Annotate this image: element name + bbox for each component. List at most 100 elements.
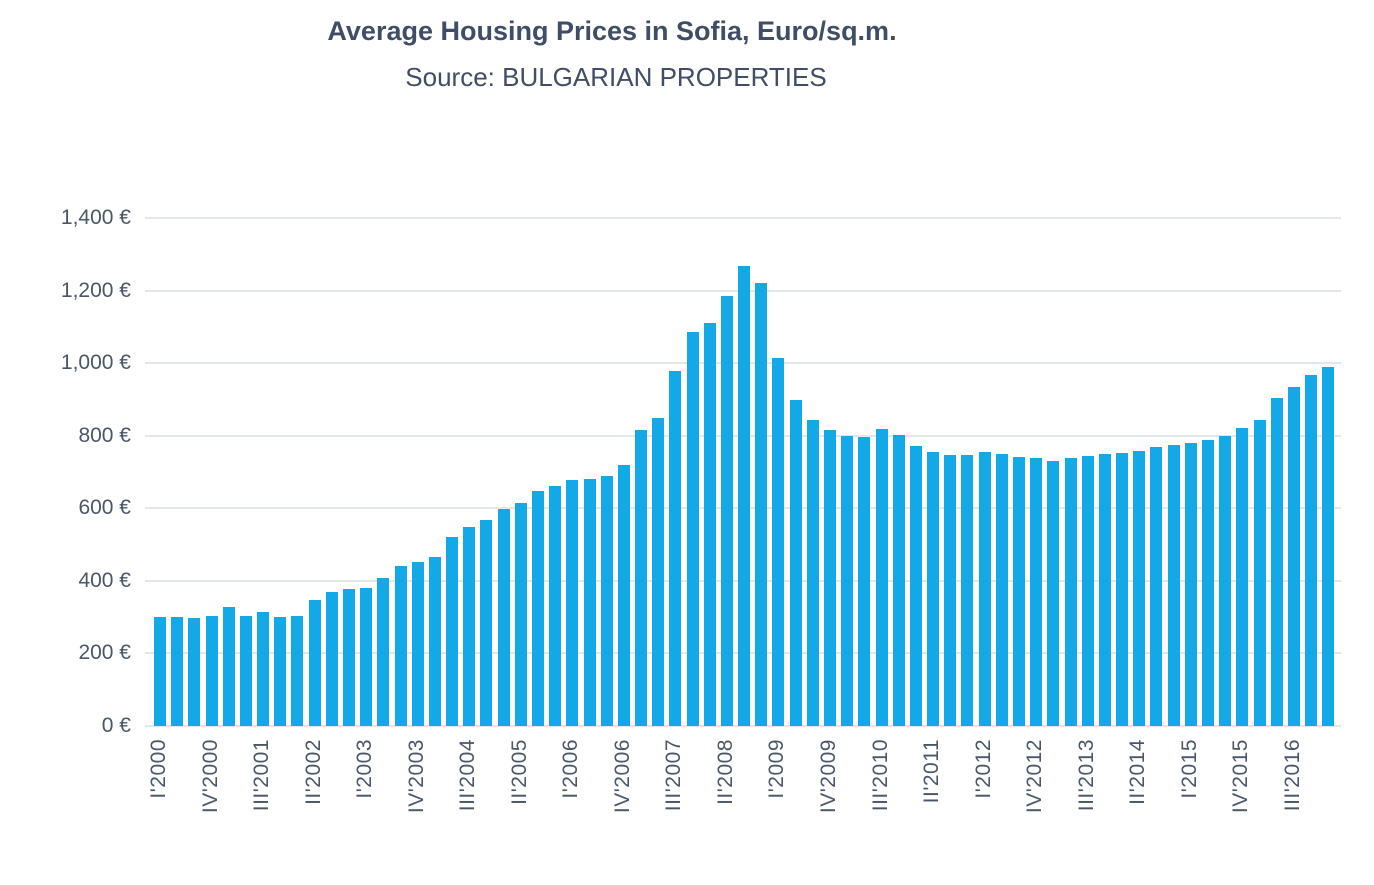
bar-III'2002 <box>325 591 338 726</box>
bar-IV'2014 <box>1167 445 1180 726</box>
bar-II'2004 <box>446 536 459 726</box>
bar-IV'2013 <box>1098 454 1111 726</box>
y-tick-label: 1,200 € <box>60 278 131 302</box>
bar-I'2016 <box>1253 420 1266 726</box>
x-tick-label: III'2007 <box>662 739 686 812</box>
x-tick-label: I'2006 <box>559 739 583 799</box>
bar-IV'2000 <box>205 615 218 726</box>
x-tick-label: II'2002 <box>301 739 325 805</box>
bar-IV'2009 <box>824 429 837 726</box>
bar-II'2009 <box>789 400 802 726</box>
bar-I'2004 <box>428 556 441 726</box>
bar-II'2011 <box>927 451 940 726</box>
bar-I'2012 <box>978 451 991 726</box>
x-tick-label: IV'2006 <box>610 739 634 814</box>
bar-III'2001 <box>257 612 270 726</box>
y-tick-label: 800 € <box>78 423 131 447</box>
bar-III'2015 <box>1219 435 1232 726</box>
bar-III'2016 <box>1287 387 1300 726</box>
bar-III'2007 <box>669 371 682 726</box>
bar-II'2003 <box>377 577 390 726</box>
bar-I'2014 <box>1116 453 1129 726</box>
bar-IV'2008 <box>755 283 768 726</box>
bar-II'2013 <box>1064 457 1077 726</box>
bar-II'2000 <box>171 617 184 726</box>
bar-IV'2004 <box>480 519 493 726</box>
bar-I'2013 <box>1047 460 1060 726</box>
bar-I'2015 <box>1184 442 1197 726</box>
x-tick-label: IV'2012 <box>1023 739 1047 814</box>
x-tick-label: II'2005 <box>507 739 531 805</box>
bar-IV'2006 <box>617 465 630 726</box>
x-tick-label: I'2009 <box>765 739 789 799</box>
bar-III'2014 <box>1150 447 1163 726</box>
bar-I'2002 <box>291 615 304 726</box>
bar-III'2004 <box>463 527 476 726</box>
bar-III'2008 <box>738 266 751 726</box>
bar-IV'2005 <box>549 486 562 726</box>
y-tick-label: 200 € <box>78 641 131 665</box>
x-tick-label: IV'2009 <box>817 739 841 814</box>
bar-IV'2012 <box>1030 457 1043 726</box>
bar-II'2001 <box>239 616 252 726</box>
bar-II'2010 <box>858 436 871 726</box>
bar-II'2005 <box>514 503 527 726</box>
bar-I'2009 <box>772 357 785 726</box>
x-tick-label: I'2015 <box>1177 739 1201 799</box>
x-tick-label: III'2010 <box>868 739 892 812</box>
bar-I'2001 <box>222 607 235 726</box>
x-tick-label: I'2000 <box>147 739 170 799</box>
bar-II'2015 <box>1201 439 1214 726</box>
bar-I'2010 <box>841 435 854 726</box>
y-tick-label: 600 € <box>78 496 131 520</box>
x-tick-label: III'2013 <box>1074 739 1098 812</box>
x-tick-label: III'2016 <box>1280 739 1304 812</box>
bar-III'2003 <box>394 566 407 726</box>
bar-II'2008 <box>720 295 733 726</box>
bar-III'2005 <box>531 491 544 726</box>
bar-IV'2010 <box>892 434 905 726</box>
gridline-0 <box>145 725 1341 727</box>
x-tick-label: III'2001 <box>250 739 274 812</box>
gridline-1400 <box>145 217 1341 219</box>
x-tick-label: II'2011 <box>920 739 944 804</box>
bar-I'2007 <box>635 429 648 726</box>
bar-III'2000 <box>188 617 201 726</box>
bar-II'2016 <box>1270 397 1283 726</box>
bar-II'2002 <box>308 599 321 726</box>
bar-II'2014 <box>1133 450 1146 726</box>
x-tick-label: I'2012 <box>971 739 995 799</box>
bar-I'2006 <box>566 479 579 726</box>
bar-III'2006 <box>600 475 613 726</box>
bar-III'2013 <box>1081 456 1094 726</box>
bar-IV'2001 <box>274 616 287 726</box>
bar-I'2008 <box>703 322 716 726</box>
y-tick-label: 0 € <box>101 714 131 737</box>
bar-II'2006 <box>583 478 596 726</box>
bar-III'2010 <box>875 429 888 726</box>
bar-I'2005 <box>497 508 510 726</box>
bar-IV'2011 <box>961 455 974 726</box>
bar-IV'2007 <box>686 331 699 726</box>
bar-I'2017 <box>1322 367 1335 726</box>
y-tick-label: 1,400 € <box>60 206 131 229</box>
bar-IV'2002 <box>342 589 355 726</box>
bar-I'2003 <box>360 588 373 726</box>
bar-I'2011 <box>909 446 922 726</box>
x-tick-label: II'2014 <box>1126 739 1150 805</box>
bar-III'2009 <box>806 420 819 726</box>
x-tick-label: I'2003 <box>353 739 377 799</box>
x-tick-label: IV'2003 <box>404 739 428 814</box>
x-tick-label: III'2004 <box>456 739 480 812</box>
x-tick-label: IV'2015 <box>1229 739 1253 814</box>
bar-IV'2003 <box>411 561 424 726</box>
y-tick-label: 1,000 € <box>60 351 131 375</box>
x-tick-label: II'2008 <box>713 739 737 805</box>
chart-title: Average Housing Prices in Sofia, Euro/sq… <box>327 16 897 46</box>
bar-III'2012 <box>1013 457 1025 726</box>
bar-I'2000 <box>154 617 166 726</box>
bar-III'2011 <box>944 454 957 726</box>
bar-IV'2015 <box>1236 428 1249 726</box>
chart-subtitle: Source: BULGARIAN PROPERTIES <box>405 62 827 92</box>
